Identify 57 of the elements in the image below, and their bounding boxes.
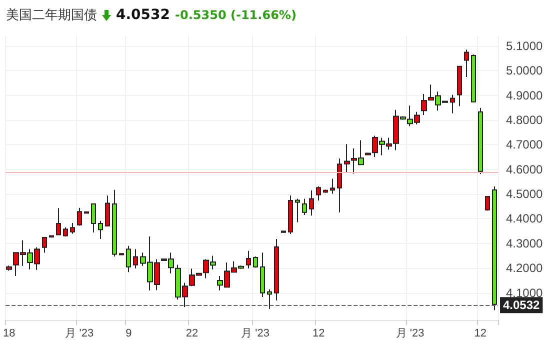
x-tick-label: 12 (312, 328, 325, 340)
candlestick (91, 203, 96, 233)
candlestick (63, 226, 68, 238)
candlestick (126, 245, 131, 273)
y-tick-label: 4.1000 (506, 286, 544, 300)
candlestick (457, 66, 462, 107)
text: 4.0532 (116, 7, 170, 23)
y-tick-label: 4.6000 (506, 162, 544, 176)
candlestick (450, 94, 455, 114)
candlestick (253, 256, 258, 268)
text: -0.5350 (-11.66%) (175, 8, 296, 22)
candlestick (98, 220, 103, 240)
candlestick (492, 186, 497, 311)
candlestick (112, 189, 117, 258)
candlestick (316, 186, 321, 201)
candlestick (274, 238, 279, 301)
candlestick (344, 144, 350, 173)
y-tick-label: 5.0000 (506, 64, 544, 78)
candlestick (246, 250, 251, 269)
candlestick (267, 288, 272, 310)
candlestick (42, 237, 47, 254)
x-tick-label: 22 (186, 328, 198, 340)
candlestick (485, 196, 490, 212)
candlestick (471, 54, 476, 103)
candlestick (133, 248, 138, 269)
candlestick (337, 158, 342, 213)
candlestick (330, 178, 335, 194)
candlestick (323, 189, 328, 194)
x-tick-label: 月 '23 (241, 328, 270, 340)
x-tick-label: 18 (2, 328, 16, 340)
y-tick-label: 4.9000 (506, 88, 544, 102)
candlestick (295, 198, 300, 223)
candlestick (464, 49, 469, 78)
candlestick (365, 152, 371, 156)
x-tick-label: 月 '23 (65, 328, 94, 340)
y-tick-label: 4.2000 (506, 261, 544, 276)
candlestick (56, 208, 61, 236)
candlestick (70, 222, 75, 234)
x-tick-label: 9 (126, 328, 132, 340)
chart-title: 美国二年期国债 (6, 7, 97, 24)
y-tick-label: 4.5000 (506, 187, 544, 202)
y-tick-label: 4.4000 (506, 212, 544, 226)
candlestick (77, 207, 82, 226)
candlestick (478, 107, 483, 175)
y-tick-label: 4.7000 (506, 138, 544, 152)
y-tick-label: 4.8000 (506, 112, 544, 127)
candlestick (309, 190, 314, 216)
candlestick (302, 198, 307, 216)
candlestick (260, 252, 265, 298)
y-tick-label: 5.1000 (506, 38, 544, 53)
ref-line-label: 4.0532 (503, 298, 540, 312)
y-tick-label: 4.3000 (506, 236, 544, 250)
candlestick (6, 265, 12, 272)
x-tick-label: 12 (474, 328, 487, 340)
candlestick (105, 195, 110, 226)
x-tick-label: 月 '23 (396, 328, 424, 340)
candlestick (288, 195, 293, 235)
